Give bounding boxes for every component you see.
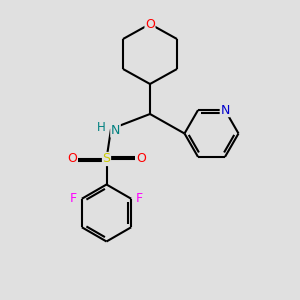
Text: O: O (67, 152, 77, 166)
Text: F: F (136, 192, 143, 205)
Text: H: H (97, 121, 106, 134)
Text: S: S (103, 152, 110, 166)
Text: F: F (70, 192, 77, 205)
Text: N: N (220, 103, 230, 117)
Text: O: O (145, 17, 155, 31)
Text: O: O (136, 152, 146, 166)
Text: N: N (111, 124, 120, 137)
